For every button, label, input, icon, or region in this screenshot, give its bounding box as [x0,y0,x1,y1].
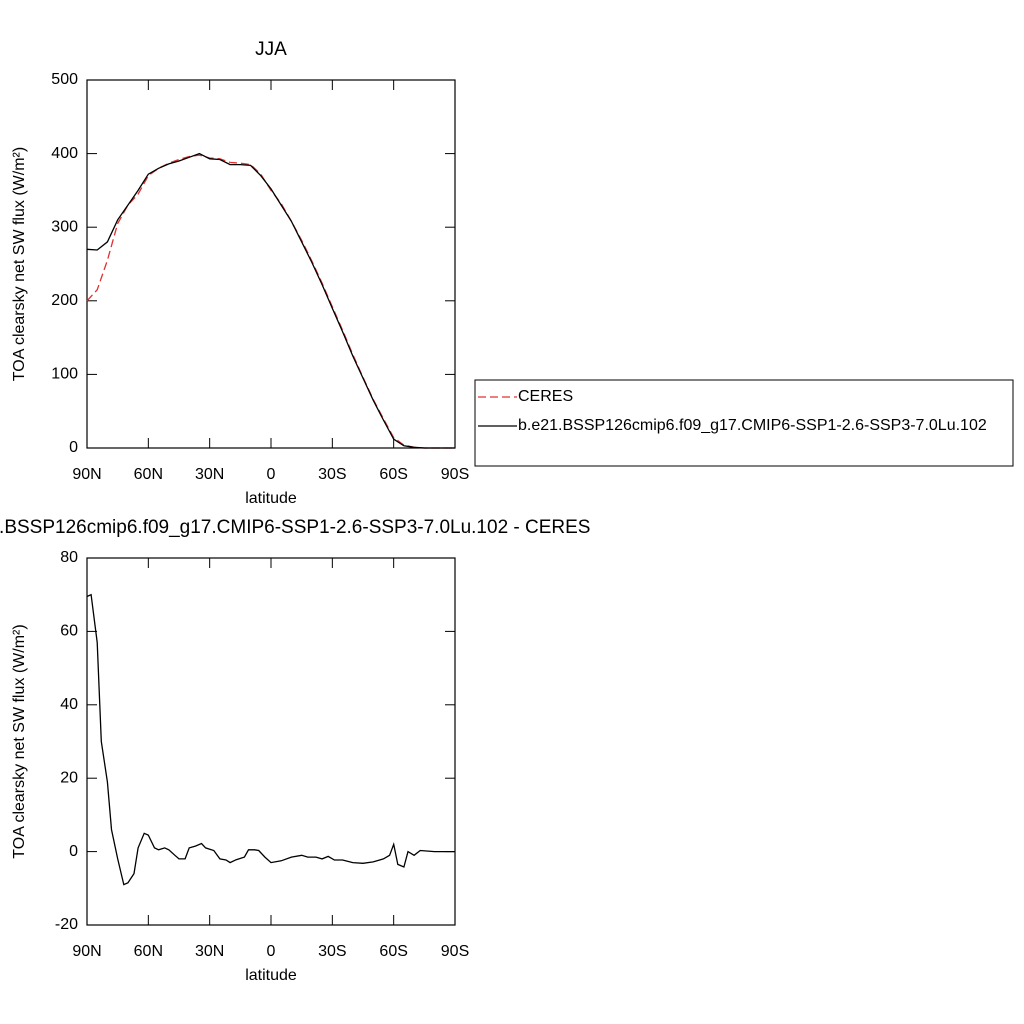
x-tick-label: 90S [441,943,469,960]
y-tick-label: 400 [51,145,78,162]
plot-frame [86,79,456,449]
series-line [86,593,455,886]
y-tick-label: 60 [60,623,78,640]
y-tick-label: 0 [69,439,78,456]
x-tick-label: 30S [318,943,346,960]
y-tick-label: 300 [51,218,78,235]
chart-title: JJA [255,39,287,60]
y-tick-label: 80 [60,549,78,566]
x-axis-label: latitude [245,490,297,507]
x-tick-label: 90N [72,466,101,483]
x-axis-label: latitude [245,967,297,984]
y-tick-label: 100 [51,366,78,383]
series-line [86,154,455,449]
x-tick-label: 60N [134,943,163,960]
x-tick-label: 60S [379,943,407,960]
y-tick-label: 40 [60,696,78,713]
y-tick-label: -20 [55,916,78,933]
x-tick-label: 60N [134,466,163,483]
x-tick-label: 30N [195,943,224,960]
x-tick-label: 90N [72,943,101,960]
legend-label: CERES [518,388,573,405]
x-tick-label: 0 [267,466,276,483]
y-tick-label: 20 [60,769,78,786]
y-axis-label: TOA clearsky net SW flux (W/m²) [11,147,28,381]
x-tick-label: 0 [267,943,276,960]
legend-box [474,379,1014,467]
y-axis-label: TOA clearsky net SW flux (W/m²) [11,624,28,858]
x-tick-label: 30S [318,466,346,483]
chart-title: b.e21.BSSP126cmip6.f09_g17.CMIP6-SSP1-2.… [0,517,590,538]
plot-frame [86,557,456,926]
series-line [86,152,455,449]
x-tick-label: 60S [379,466,407,483]
y-tick-label: 200 [51,292,78,309]
x-tick-label: 30N [195,466,224,483]
y-tick-label: 0 [69,843,78,860]
x-tick-label: 90S [441,466,469,483]
y-tick-label: 500 [51,71,78,88]
legend-label: b.e21.BSSP126cmip6.f09_g17.CMIP6-SSP1-2.… [518,417,987,434]
